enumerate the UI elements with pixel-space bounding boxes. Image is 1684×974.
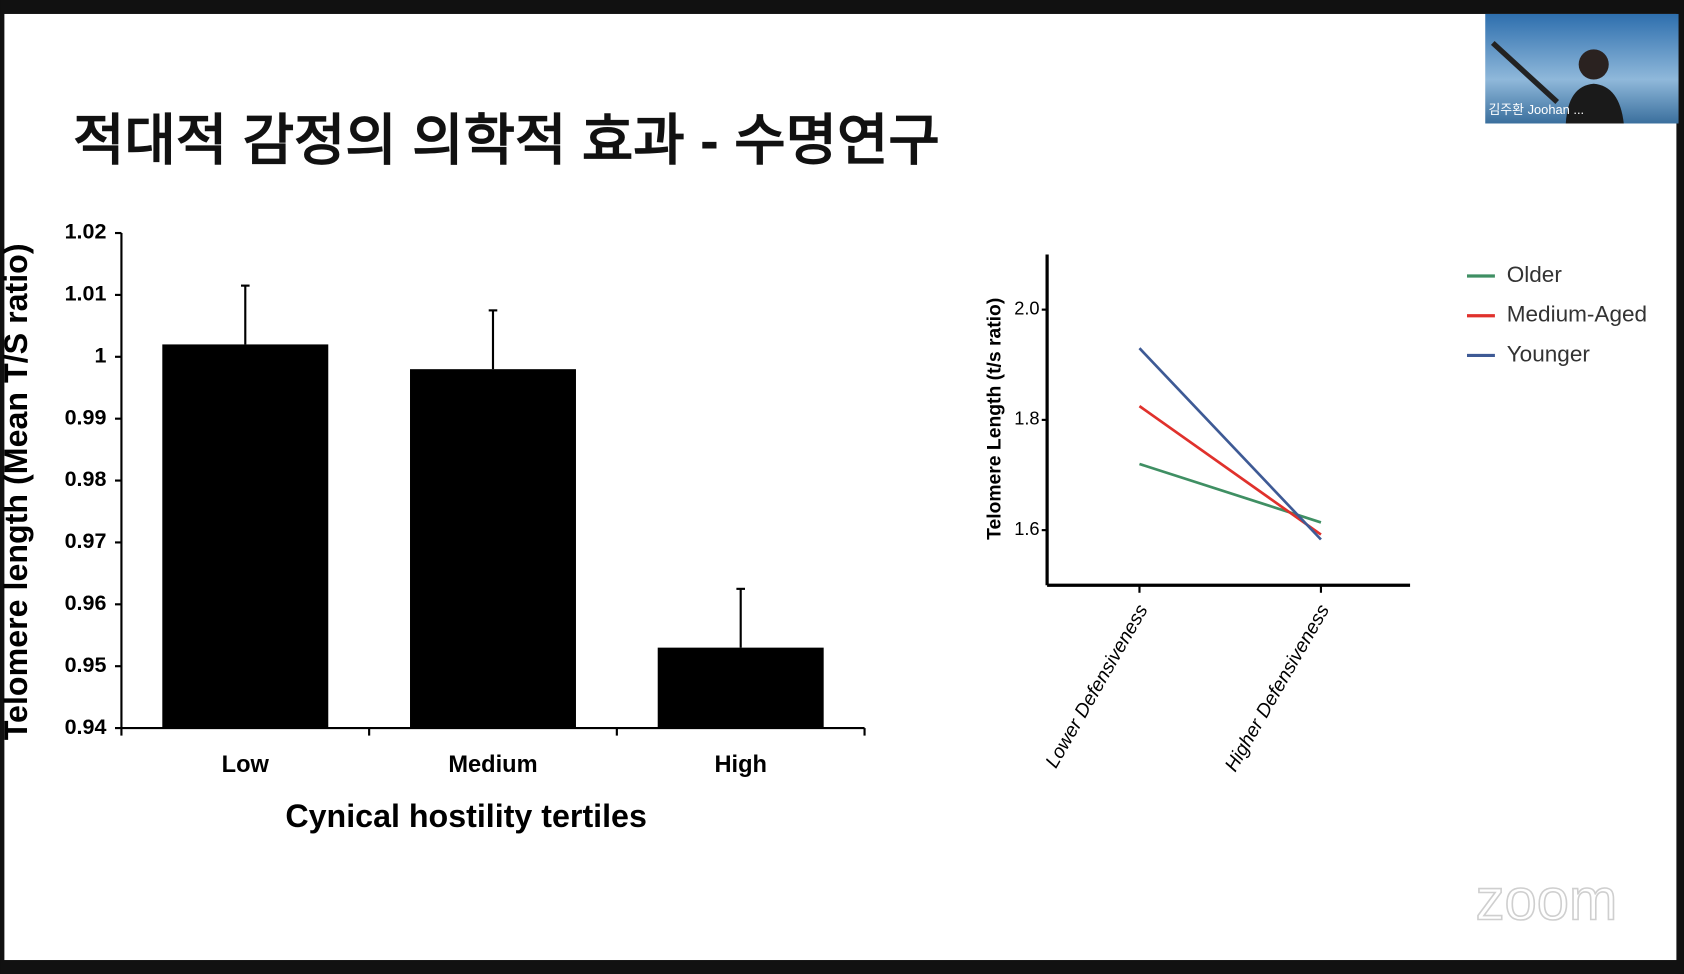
y-tick-label: 0.95 [65,653,107,677]
y-tick-label: 0.96 [65,591,107,615]
x-tick-label: High [714,752,766,778]
person-body [1565,83,1624,124]
mic-arm [1490,40,1560,104]
legend-label: Older [1507,262,1563,287]
bar [410,369,576,729]
series-line [1138,405,1322,536]
y-tick-label: 0.98 [65,467,107,491]
legend-label: Younger [1507,341,1591,366]
y-tick-label: 1 [94,343,106,367]
video-tile: 김주환 Joohan ... [1485,13,1679,124]
person-head [1578,49,1609,80]
x-tick-label: Low [222,752,270,778]
y-tick-label: 2.0 [1014,297,1039,318]
x-tick-label: Medium [448,752,537,778]
bar [162,344,329,729]
y-tick-label: 0.97 [65,529,107,553]
y-tick-label: 1.6 [1014,518,1039,539]
y-axis-title: Telomere Length (t/s ratio) [985,298,1006,540]
x-axis-title: Cynical hostility tertiles [285,798,646,834]
y-tick-label: 1.02 [65,220,107,244]
y-tick-label: 0.94 [65,715,107,739]
y-tick-label: 1.8 [1014,408,1039,429]
slide-title: 적대적 감정의 의학적 효과 - 수명연구 [73,109,940,172]
y-tick-label: 1.01 [65,282,107,306]
y-axis-title: Telomere length (Mean T/S ratio) [0,243,34,740]
y-tick-label: 0.99 [65,405,107,429]
zoom-watermark: zoom [1476,869,1618,933]
legend-label: Medium-Aged [1507,302,1647,327]
participant-name: 김주환 Joohan ... [1488,102,1584,117]
series-line [1138,347,1322,541]
bar [657,647,824,729]
